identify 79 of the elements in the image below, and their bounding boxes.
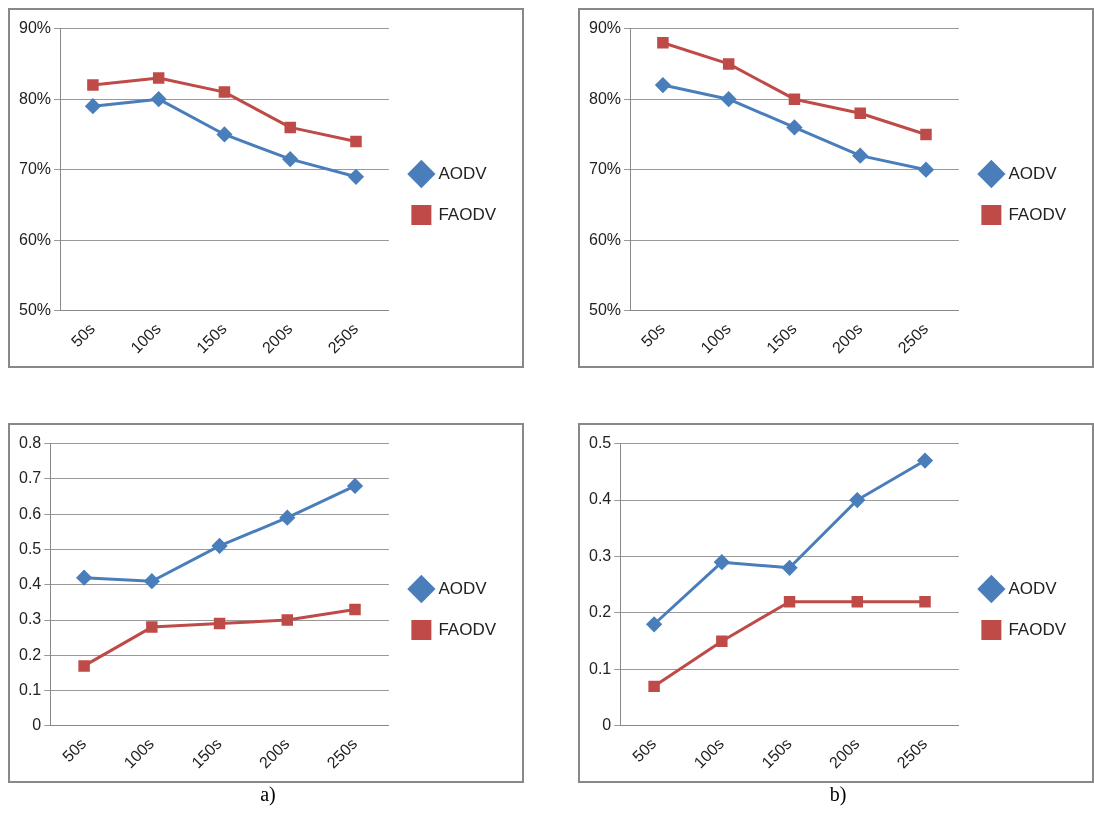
- y-tick-label: 90%: [18, 19, 52, 37]
- point: [783, 595, 796, 608]
- point: [348, 169, 364, 185]
- y-tick-label: 0.5: [588, 434, 612, 452]
- legend-label: FAODV: [438, 619, 497, 639]
- y-tick-label: 0.1: [18, 681, 42, 699]
- point: [782, 560, 798, 576]
- point: [350, 135, 362, 148]
- y-tick-label: 50%: [18, 301, 52, 319]
- point: [851, 595, 864, 608]
- legend-label: AODV: [1008, 163, 1058, 183]
- point: [714, 554, 730, 570]
- point: [721, 91, 737, 107]
- y-tick-label: 0.1: [588, 659, 612, 677]
- point: [87, 79, 99, 91]
- y-tick-label: 50%: [588, 301, 622, 319]
- x-tick-label: 50s: [637, 319, 669, 351]
- point: [78, 660, 90, 672]
- legend-label: AODV: [438, 163, 488, 183]
- y-tick-label: 90%: [588, 19, 622, 37]
- point: [213, 617, 226, 630]
- point: [920, 128, 932, 141]
- point: [918, 162, 934, 178]
- x-tick-label: 50s: [59, 734, 90, 766]
- point: [852, 148, 868, 164]
- y-tick-label: 0.4: [18, 575, 42, 593]
- legend-label: AODV: [1008, 578, 1058, 598]
- point: [279, 510, 295, 526]
- point: [281, 614, 294, 626]
- point: [284, 121, 296, 134]
- x-tick-label: 50s: [67, 319, 99, 351]
- point: [146, 621, 158, 633]
- point: [657, 36, 669, 49]
- point: [218, 86, 231, 98]
- legend-label: FAODV: [1008, 619, 1067, 639]
- legend-label: FAODV: [438, 204, 497, 224]
- y-tick-label: 0.3: [588, 546, 612, 564]
- y-tick-label: 80%: [18, 89, 52, 107]
- text: b): [828, 783, 848, 806]
- point: [655, 77, 671, 93]
- point: [152, 72, 165, 84]
- point: [282, 151, 298, 167]
- point: [646, 616, 662, 632]
- point: [849, 492, 865, 508]
- point: [786, 119, 802, 135]
- point: [347, 478, 363, 494]
- point: [151, 91, 167, 107]
- x-tick-label: 50s: [629, 734, 660, 766]
- y-tick-label: 60%: [588, 230, 622, 248]
- legend-label: AODV: [438, 578, 488, 598]
- point: [854, 107, 866, 120]
- y-tick-label: 0: [602, 716, 612, 734]
- point: [716, 635, 728, 647]
- point: [216, 126, 232, 142]
- point: [722, 58, 735, 70]
- y-tick-label: 0.2: [18, 645, 42, 663]
- y-tick-label: 0.4: [588, 490, 612, 508]
- y-tick-label: 0.3: [18, 610, 42, 628]
- y-tick-label: 0.7: [18, 469, 42, 487]
- point: [76, 570, 92, 586]
- point: [212, 538, 228, 554]
- y-tick-label: 80%: [588, 89, 622, 107]
- point: [144, 573, 160, 589]
- point: [349, 603, 361, 616]
- y-tick-label: 60%: [18, 230, 52, 248]
- point: [85, 98, 101, 114]
- y-tick-label: 0.8: [18, 434, 42, 452]
- y-tick-label: 70%: [18, 160, 52, 178]
- y-tick-label: 0.2: [588, 603, 612, 621]
- text: a): [259, 783, 277, 806]
- y-tick-label: 0.6: [18, 504, 42, 522]
- legend-label: FAODV: [1008, 204, 1067, 224]
- point: [788, 93, 801, 105]
- point: [917, 453, 933, 469]
- y-tick-label: 0: [32, 716, 42, 734]
- y-tick-label: 0.5: [18, 539, 42, 557]
- point: [919, 595, 931, 608]
- point: [648, 680, 660, 693]
- y-tick-label: 70%: [588, 160, 622, 178]
